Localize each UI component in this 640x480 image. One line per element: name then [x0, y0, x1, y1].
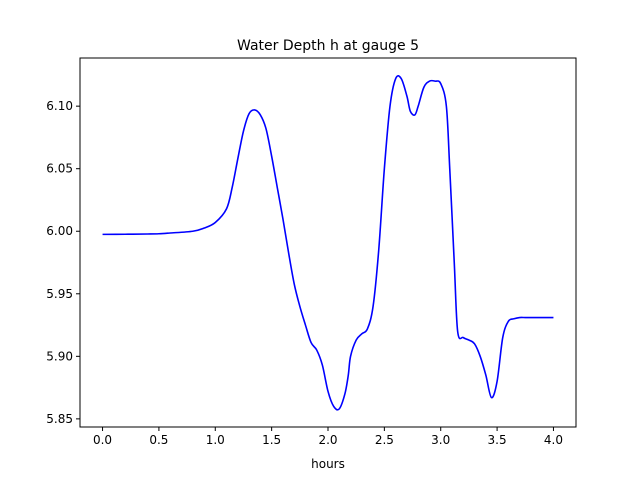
x-tick-label: 1.5	[262, 433, 281, 447]
series-line-0	[102, 75, 554, 411]
y-tick-label: 5.85	[46, 412, 73, 426]
x-tick-label: 1.0	[206, 433, 225, 447]
x-tick-label: 4.0	[544, 433, 563, 447]
y-axis: 5.85 5.90 5.95 6.00 6.05 6.10	[46, 99, 80, 426]
plot-area	[102, 75, 554, 411]
x-tick-label: 2.0	[318, 433, 337, 447]
x-axis-label: hours	[311, 457, 345, 471]
x-tick-label: 2.5	[375, 433, 394, 447]
x-tick-label: 3.0	[431, 433, 450, 447]
x-tick-label: 0.0	[93, 433, 112, 447]
chart-title: Water Depth h at gauge 5	[237, 38, 419, 54]
y-tick-label: 6.10	[46, 99, 73, 113]
y-tick-label: 5.95	[46, 287, 73, 301]
y-tick-label: 6.00	[46, 224, 73, 238]
x-tick-label: 0.5	[149, 433, 168, 447]
x-axis: 0.0 0.5 1.0 1.5 2.0 2.5 3.0 3.5 4.0	[93, 427, 563, 447]
plot-frame	[79, 57, 577, 428]
y-tick-label: 6.05	[46, 162, 73, 176]
x-tick-label: 3.5	[488, 433, 507, 447]
y-tick-label: 5.90	[46, 349, 73, 363]
